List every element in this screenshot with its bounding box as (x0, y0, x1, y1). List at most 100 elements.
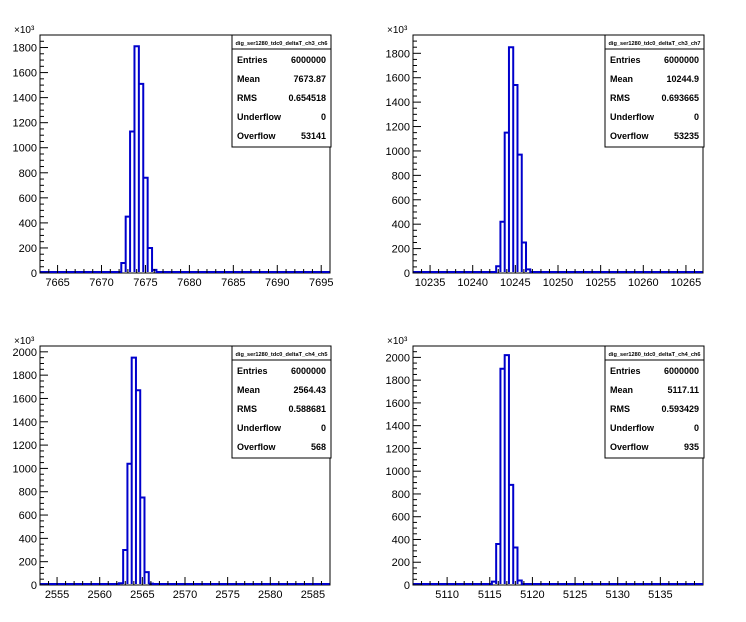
y-tick-label: 800 (392, 489, 410, 501)
x-tick-label: 7695 (309, 277, 333, 289)
histogram-line (40, 356, 330, 585)
x-tick-label: 5115 (478, 589, 502, 601)
histogram-bin (513, 547, 517, 585)
y-tick-label: 1600 (386, 73, 410, 85)
y-tick-label: 1200 (386, 122, 410, 134)
histogram-panel-3: 0 200 400 600 800 1000 1200 1400 1600 1800 2000×10… (13, 336, 332, 601)
histogram-title: dig_ser1280_tdc0_deltaT_ch4_ch5 (235, 352, 327, 358)
x-tick-label: 2565 (130, 589, 154, 601)
y-tick-label: 800 (19, 168, 37, 180)
stats-label: Overflow (237, 131, 277, 141)
x-tick-label: 2560 (87, 589, 111, 601)
x-tick-label: 10235 (415, 277, 446, 289)
x-tick-label: 5120 (520, 589, 544, 601)
y-tick-label: 400 (19, 218, 37, 230)
x-tick-label: 10240 (457, 277, 488, 289)
x-tick-label: 7675 (133, 277, 157, 289)
y-tick-label: 1800 (386, 375, 410, 387)
histogram-bin (134, 46, 138, 273)
y-tick-label: 800 (19, 487, 37, 499)
y-tick-label: 1000 (386, 466, 410, 478)
histogram-bin (496, 544, 500, 585)
y-tick-label: 200 (19, 557, 37, 569)
y-tick-label: 1800 (13, 370, 37, 382)
histogram-bin (517, 155, 521, 273)
x-tick-label: 2585 (301, 589, 325, 601)
y-tick-label: 1200 (386, 443, 410, 455)
y-tick-label: 1600 (386, 398, 410, 410)
stats-value: 0 (321, 423, 326, 433)
stats-value: 0 (694, 423, 699, 433)
stats-box-frame (604, 34, 705, 148)
stats-label: Entries (237, 366, 268, 376)
stats-value: 935 (684, 442, 699, 452)
histogram-bin (500, 369, 504, 585)
histogram-bin (143, 178, 147, 273)
x-tick-label: 2575 (215, 589, 239, 601)
histogram-bin (121, 263, 125, 273)
y-tick-label: 200 (392, 244, 410, 256)
histogram-bin (140, 498, 144, 585)
stats-label: Overflow (237, 442, 277, 452)
histogram-panel-1: 0 200 400 600 800 1000 1200 1400 1600 1800 ×10³ 766… (13, 25, 334, 289)
stats-value: 2564.43 (293, 385, 326, 395)
histogram-bin (526, 269, 530, 273)
stats-label: RMS (237, 93, 257, 103)
stats-label: Entries (237, 55, 268, 65)
histogram-bin (500, 222, 504, 273)
stats-box-frame (604, 345, 705, 459)
stats-value: 0 (321, 112, 326, 122)
stats-value: 6000000 (291, 366, 326, 376)
stats-value: 6000000 (664, 366, 699, 376)
x-tick-label: 7665 (45, 277, 69, 289)
x-tick-label: 7670 (89, 277, 113, 289)
y-tick-label: 0 (31, 580, 37, 592)
histogram-bin (130, 131, 134, 273)
stats-label: Overflow (610, 131, 650, 141)
x-tick-label: 5130 (605, 589, 629, 601)
histogram-bin (509, 47, 513, 273)
y-tick-label: 2000 (13, 347, 37, 359)
x-tick-label: 7680 (177, 277, 201, 289)
y-tick-label: 1600 (13, 68, 37, 80)
histogram-bin (136, 390, 140, 585)
y-tick-label: 600 (19, 510, 37, 522)
stats-box-frame (231, 345, 332, 459)
y-tick-label: 1800 (13, 43, 37, 55)
histogram-bin (522, 242, 526, 273)
y-tick-label: 1400 (386, 421, 410, 433)
histogram-bin (517, 580, 521, 585)
stats-value: 568 (311, 442, 326, 452)
x-tick-label: 10250 (543, 277, 574, 289)
stats-value: 53141 (301, 131, 326, 141)
y-tick-label: 1200 (13, 440, 37, 452)
y-tick-label: 200 (19, 243, 37, 255)
stats-label: RMS (610, 404, 630, 414)
y-tick-label: 600 (19, 193, 37, 205)
x-tick-label: 7685 (221, 277, 245, 289)
histogram-bin (119, 583, 123, 585)
x-tick-label: 7690 (265, 277, 289, 289)
histogram-line (413, 46, 703, 273)
x-tick-label: 5135 (648, 589, 672, 601)
y-exponent-label: ×10³ (14, 25, 35, 36)
y-exponent-label: ×10³ (387, 336, 408, 347)
stats-box-frame (231, 34, 332, 148)
stats-value: 0.654518 (288, 93, 326, 103)
histogram-bin (127, 464, 131, 585)
histogram-title: dig_ser1280_tdc0_deltaT_ch4_ch6 (608, 352, 700, 358)
histogram-bin (505, 133, 509, 273)
y-tick-label: 600 (392, 512, 410, 524)
histogram-bin (132, 358, 136, 585)
y-tick-label: 1400 (386, 97, 410, 109)
stats-value: 10244.9 (666, 74, 699, 84)
y-tick-label: 400 (19, 533, 37, 545)
stats-label: Mean (610, 385, 633, 395)
stats-label: RMS (237, 404, 257, 414)
y-tick-label: 1600 (13, 393, 37, 405)
x-tick-label: 10260 (628, 277, 659, 289)
y-tick-label: 600 (392, 195, 410, 207)
stats-value: 0 (694, 112, 699, 122)
stats-label: Underflow (237, 112, 282, 122)
histogram-bin (148, 248, 152, 273)
